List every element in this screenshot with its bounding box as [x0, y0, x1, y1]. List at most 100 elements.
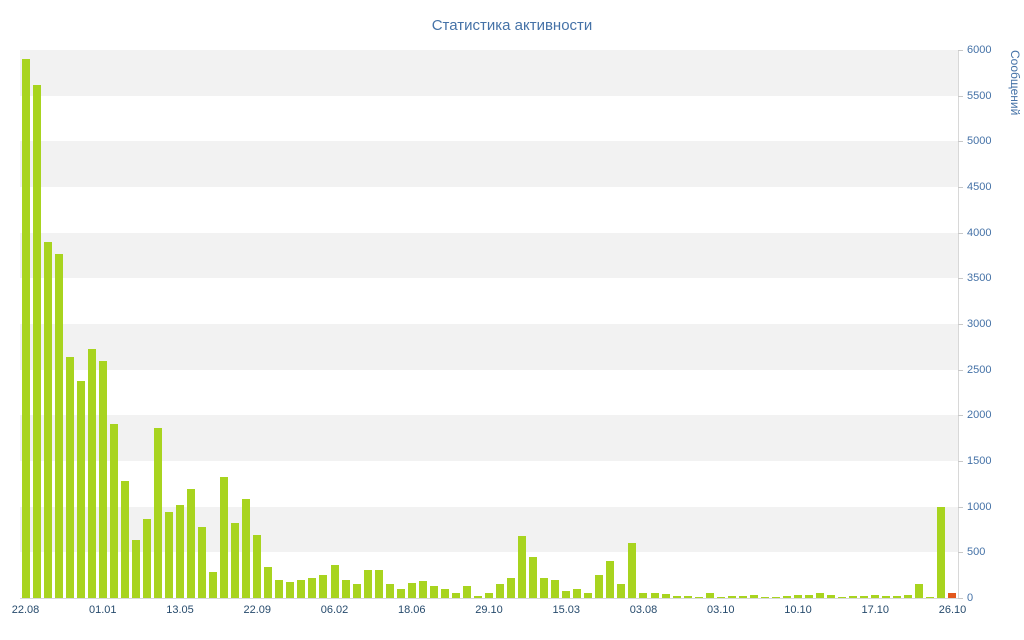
- bar: [838, 597, 847, 598]
- bar: [231, 523, 240, 598]
- x-axis-label: 03.08: [629, 604, 658, 616]
- y-axis-tick-label: 4500: [967, 181, 992, 193]
- bar: [275, 580, 284, 598]
- bar: [882, 596, 891, 598]
- bar: [76, 381, 85, 598]
- bar: [330, 565, 339, 598]
- y-axis-tick-label: 2500: [967, 363, 992, 376]
- y-axis-tick: [958, 598, 963, 599]
- bar: [319, 575, 328, 598]
- bar: [396, 589, 405, 598]
- bar: [87, 349, 96, 598]
- y-axis-tick-label: 3000: [967, 318, 992, 330]
- bar: [617, 584, 626, 598]
- bar: [937, 507, 946, 598]
- x-axis-label: 18.06: [397, 604, 426, 616]
- bar: [496, 584, 505, 598]
- bar: [286, 582, 295, 598]
- bar: [860, 596, 869, 598]
- bar: [142, 519, 151, 598]
- bar: [43, 242, 52, 598]
- bar: [473, 596, 482, 598]
- bar: [264, 567, 273, 598]
- bar: [54, 254, 63, 598]
- bar: [948, 593, 957, 598]
- bar: [782, 596, 791, 598]
- bar: [551, 580, 560, 598]
- y-axis-tick-label: 6000: [967, 44, 992, 56]
- y-axis-tick: [958, 95, 963, 97]
- bar: [518, 536, 527, 598]
- bar: [352, 584, 361, 598]
- bar: [253, 535, 262, 598]
- x-axis-label: 17.10: [861, 604, 889, 616]
- bar: [440, 589, 449, 598]
- bar: [164, 512, 173, 598]
- bar: [705, 593, 714, 598]
- y-axis-tick-label: 5500: [967, 89, 992, 102]
- y-axis-tick-label: 1000: [967, 500, 992, 513]
- bar: [198, 527, 207, 598]
- bar: [540, 578, 549, 598]
- bar: [363, 570, 372, 598]
- bar: [209, 572, 218, 598]
- x-axis-label: 06.02: [320, 604, 349, 616]
- bar: [242, 499, 251, 598]
- bar: [727, 596, 736, 598]
- y-axis-tick-label: 3500: [967, 272, 992, 285]
- bar: [871, 595, 880, 598]
- bar: [21, 59, 30, 598]
- bar: [341, 580, 350, 598]
- bar: [573, 589, 582, 598]
- bar: [562, 591, 571, 598]
- y-axis-tick-label: 5000: [967, 135, 992, 148]
- x-axis-label: 13.05: [166, 604, 194, 616]
- bar: [98, 361, 107, 598]
- bar: [606, 561, 615, 598]
- bar: [507, 578, 516, 598]
- bar: [109, 424, 118, 598]
- bar: [462, 586, 471, 598]
- y-axis-tick: [958, 141, 963, 143]
- bar: [153, 428, 162, 598]
- bar: [131, 540, 140, 598]
- bar: [628, 543, 637, 598]
- y-axis-title: Сообщений: [1008, 50, 1022, 116]
- bar: [926, 597, 935, 598]
- bar: [805, 595, 814, 598]
- x-axis-label: 10.10: [784, 604, 812, 616]
- plot-area: [20, 50, 958, 599]
- bar: [672, 596, 681, 598]
- bar: [904, 595, 913, 598]
- grid-band: [20, 50, 958, 96]
- y-axis-tick: [958, 50, 963, 51]
- chart-title: Статистика активности: [431, 17, 593, 34]
- x-axis-label: 22.09: [243, 604, 272, 616]
- y-axis-tick: [958, 232, 963, 234]
- bar: [584, 593, 593, 598]
- bar: [771, 597, 780, 598]
- bar: [176, 505, 184, 598]
- bar: [760, 597, 769, 598]
- bar: [639, 593, 648, 598]
- grid-band: [20, 141, 958, 187]
- bar: [893, 596, 902, 598]
- y-axis-tick: [958, 369, 963, 371]
- y-axis-tick: [958, 324, 963, 325]
- x-axis-label: 29.10: [475, 604, 503, 616]
- x-axis-label: 26.10: [938, 604, 967, 616]
- bar: [297, 580, 306, 598]
- y-axis-tick-label: 2000: [967, 409, 992, 422]
- bar: [407, 583, 416, 598]
- bar: [793, 595, 802, 598]
- y-axis-tick-label: 1500: [967, 455, 992, 467]
- grid-band: [20, 324, 958, 370]
- y-axis-tick: [958, 506, 963, 508]
- bar: [418, 581, 427, 598]
- y-axis-tick-label: 0: [967, 592, 974, 604]
- bar: [595, 575, 604, 598]
- y-axis-tick: [958, 415, 963, 417]
- bar: [716, 597, 725, 598]
- bar: [816, 593, 825, 598]
- x-axis-label: 03.10: [706, 604, 735, 616]
